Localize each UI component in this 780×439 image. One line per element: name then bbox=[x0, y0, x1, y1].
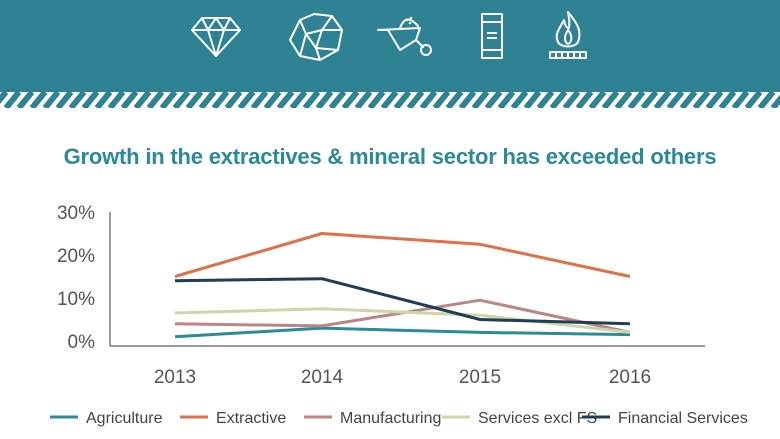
stripe bbox=[159, 92, 178, 108]
stripe bbox=[406, 92, 425, 108]
wheelbarrow-icon bbox=[376, 8, 436, 64]
stripe bbox=[146, 92, 165, 108]
legend-label: Services excl FS bbox=[478, 410, 597, 427]
stripe bbox=[484, 92, 503, 108]
beverage-can-icon bbox=[462, 8, 522, 64]
stripe bbox=[458, 92, 477, 108]
stripe bbox=[380, 92, 399, 108]
stripe bbox=[3, 92, 22, 108]
stripe bbox=[692, 92, 711, 108]
y-tick-label: 10% bbox=[57, 289, 95, 310]
stripe bbox=[250, 92, 269, 108]
stripe bbox=[237, 92, 256, 108]
legend-label: Extractive bbox=[216, 410, 286, 427]
legend-label: Agriculture bbox=[86, 410, 163, 427]
stripe bbox=[133, 92, 152, 108]
stripe bbox=[315, 92, 334, 108]
stripe bbox=[120, 92, 139, 108]
stripe bbox=[276, 92, 295, 108]
stripe bbox=[640, 92, 659, 108]
series-line-manufacturing bbox=[174, 298, 631, 334]
stripe bbox=[445, 92, 464, 108]
series-line-extractive bbox=[174, 232, 631, 278]
stripe bbox=[718, 92, 737, 108]
y-tick-label: 20% bbox=[57, 246, 95, 267]
x-tick-label: 2013 bbox=[154, 367, 196, 388]
stripe bbox=[562, 92, 581, 108]
stripe bbox=[302, 92, 321, 108]
stripe bbox=[263, 92, 282, 108]
stripe bbox=[289, 92, 308, 108]
stripe bbox=[497, 92, 516, 108]
series-line-financial-services bbox=[174, 277, 631, 326]
ore-rock-icon bbox=[286, 8, 346, 64]
stripe bbox=[393, 92, 412, 108]
stripe bbox=[341, 92, 360, 108]
stripe bbox=[224, 92, 243, 108]
stripe bbox=[81, 92, 100, 108]
stripe bbox=[198, 92, 217, 108]
stripe bbox=[0, 92, 9, 105]
stripe bbox=[666, 92, 685, 108]
stripe bbox=[744, 92, 763, 108]
stripe bbox=[705, 92, 724, 108]
y-tick-label: 30% bbox=[57, 203, 95, 224]
x-tick-label: 2014 bbox=[301, 367, 344, 388]
series-line-services-excl-fs bbox=[174, 307, 631, 334]
gas-flame-icon bbox=[538, 8, 598, 64]
stripe bbox=[16, 92, 35, 108]
stripe bbox=[68, 92, 87, 108]
stripe bbox=[94, 92, 113, 108]
stripe bbox=[588, 92, 607, 108]
stripe bbox=[42, 92, 61, 108]
stripe bbox=[172, 92, 191, 108]
stripe bbox=[471, 92, 490, 108]
striped-divider bbox=[0, 92, 780, 108]
stripe bbox=[367, 92, 386, 108]
x-tick-label: 2016 bbox=[609, 367, 651, 388]
stripe bbox=[432, 92, 451, 108]
stripe bbox=[29, 92, 48, 108]
stripe bbox=[107, 92, 126, 108]
stripe bbox=[536, 92, 555, 108]
stripe bbox=[601, 92, 620, 108]
stripe bbox=[731, 92, 750, 108]
stripe bbox=[757, 92, 776, 108]
stripe bbox=[354, 92, 373, 108]
stripe bbox=[523, 92, 542, 108]
chart-title: Growth in the extractives & mineral sect… bbox=[63, 144, 717, 169]
stripe bbox=[328, 92, 347, 108]
diamond-icon bbox=[186, 8, 246, 64]
stripe bbox=[627, 92, 646, 108]
y-tick-label: 0% bbox=[68, 332, 96, 353]
stripe bbox=[185, 92, 204, 108]
header-banner bbox=[0, 0, 780, 92]
line-chart: 30% 20% 10% 0% 2013 2014 2015 2016 Agriculture… bbox=[50, 203, 748, 427]
legend-label: Manufacturing bbox=[340, 410, 441, 427]
stripe bbox=[419, 92, 438, 108]
legend-label: Financial Services bbox=[618, 410, 748, 427]
stripe bbox=[211, 92, 230, 108]
x-tick-label: 2015 bbox=[459, 367, 501, 388]
stripe bbox=[614, 92, 633, 108]
stripe bbox=[679, 92, 698, 108]
stripe bbox=[549, 92, 568, 108]
stripe bbox=[510, 92, 529, 108]
stripe bbox=[575, 92, 594, 108]
stripe bbox=[55, 92, 74, 108]
series-line-agriculture bbox=[174, 326, 631, 339]
stripe bbox=[653, 92, 672, 108]
